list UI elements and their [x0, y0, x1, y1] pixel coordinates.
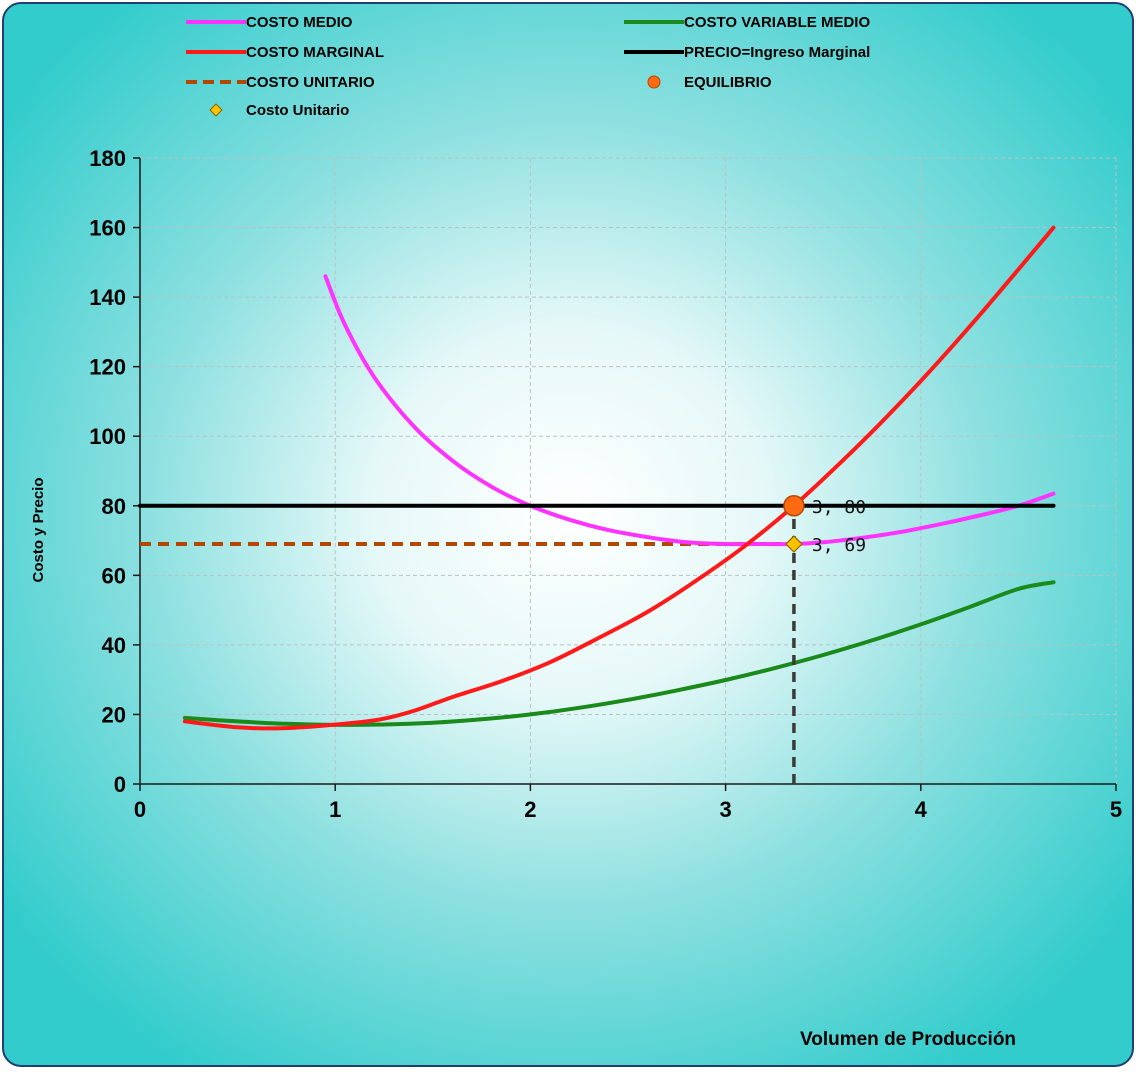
legend-item-costo-variable-medio: COSTO VARIABLE MEDIO: [624, 14, 870, 31]
x-tick-label: 3: [719, 797, 731, 822]
point-data-label: 3, 80: [812, 497, 866, 518]
point-data-label: 3, 69: [812, 535, 866, 556]
y-tick-label: 180: [89, 146, 126, 171]
x-axis-title: Volumen de Producción: [800, 1029, 1016, 1050]
x-tick-label: 4: [915, 797, 928, 822]
legend: COSTO MEDIO COSTO VARIABLE MEDIO COSTO MAR…: [186, 14, 870, 119]
x-tick-label: 1: [329, 797, 341, 822]
y-tick-label: 100: [89, 424, 126, 449]
series: [138, 225, 1056, 784]
x-tick-label: 0: [134, 797, 146, 822]
y-tick-label: 80: [102, 494, 126, 519]
legend-label: EQUILIBRIO: [684, 74, 772, 91]
x-tick-label: 2: [524, 797, 536, 822]
legend-label: PRECIO=Ingreso Marginal: [684, 44, 870, 61]
legend-item-precio: PRECIO=Ingreso Marginal: [624, 44, 870, 61]
legend-swatch: [647, 75, 661, 89]
series-line-costo-medio: [323, 274, 1056, 547]
y-tick-label: 60: [102, 563, 126, 588]
markers: 3, 80 3, 69: [783, 495, 866, 556]
legend-item-equilibrio: EQUILIBRIO: [647, 74, 772, 91]
legend-item-costo-unitario-line: COSTO UNITARIO: [186, 74, 375, 91]
y-axis-title: Costo y Precio: [30, 477, 47, 582]
y-tick-label: 0: [114, 772, 126, 797]
y-tick-label: 20: [102, 702, 126, 727]
axes: 0 20 40 60 80 100 120 140 160 180 0 1 2 3 4 5: [89, 146, 1122, 822]
y-tick-label: 40: [102, 633, 126, 658]
series-line-costo-marginal: [182, 225, 1056, 731]
y-tick-label: 160: [89, 216, 126, 241]
equilibrium-point: [783, 495, 805, 517]
y-tick-label: 140: [89, 285, 126, 310]
y-tick-label: 120: [89, 355, 126, 380]
legend-item-costo-medio: COSTO MEDIO: [186, 14, 353, 31]
legend-label: COSTO UNITARIO: [246, 74, 375, 91]
legend-swatch: [209, 103, 223, 117]
x-tick-label: 5: [1110, 797, 1122, 822]
legend-item-costo-unitario-marker: Costo Unitario: [209, 102, 349, 119]
legend-label: Costo Unitario: [246, 102, 349, 119]
legend-item-costo-marginal: COSTO MARGINAL: [186, 44, 384, 61]
legend-label: COSTO VARIABLE MEDIO: [684, 14, 870, 31]
legend-label: COSTO MARGINAL: [246, 44, 384, 61]
legend-label: COSTO MEDIO: [246, 14, 353, 31]
unit-cost-point: [785, 535, 803, 553]
